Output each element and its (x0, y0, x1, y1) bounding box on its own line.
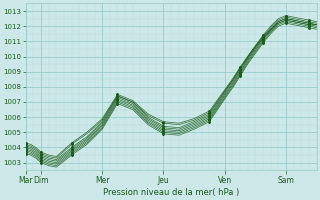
X-axis label: Pression niveau de la mer( hPa ): Pression niveau de la mer( hPa ) (103, 188, 239, 197)
